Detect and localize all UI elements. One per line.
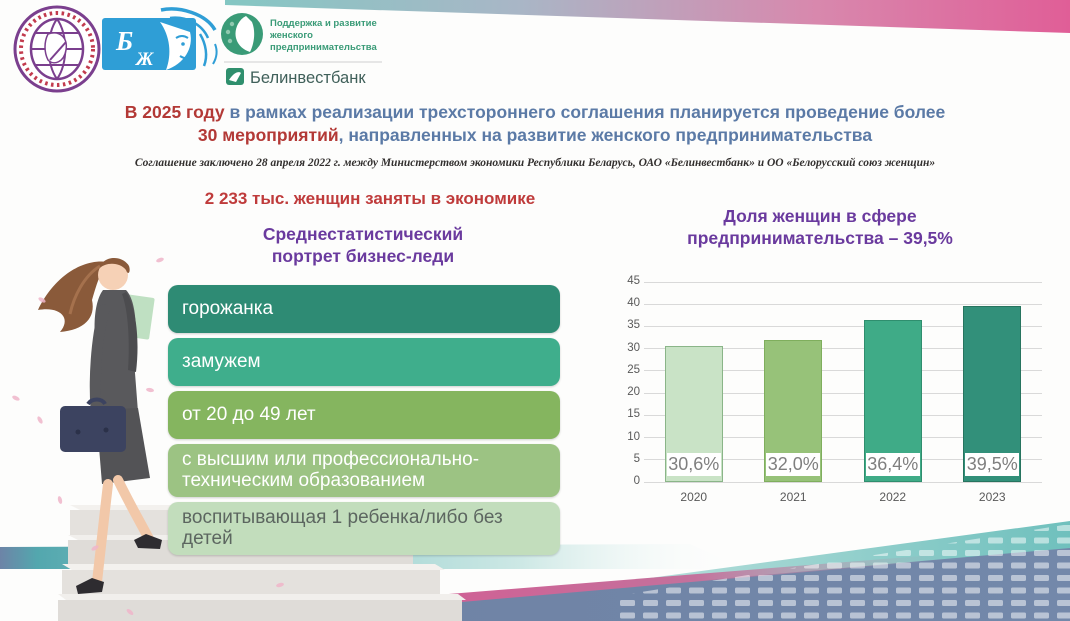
chart-bar-value-label: 36,4% — [865, 453, 920, 476]
share-of-women-bar-chart: 30,6% 32,0% 36,4% 39,5% 0 5 10 15 20 25 30 35 40 45 2… — [612, 275, 1046, 518]
title-text-1: в рамках реализации трехстороннего согла… — [224, 102, 946, 122]
title-highlight-1: В 2025 году — [124, 102, 225, 122]
bank-name: Белинвестбанк — [250, 69, 366, 87]
chart-bar-2023: 39,5% — [963, 306, 1022, 482]
y-axis-tick-label: 15 — [627, 408, 640, 421]
employment-stat-heading: 2 233 тыс. женщин заняты в экономике — [204, 189, 536, 208]
bottom-right-blue-wedge — [240, 548, 1070, 621]
agreement-subtitle: Соглашение заключено 28 апреля 2022 г. м… — [134, 157, 936, 169]
y-axis-tick-label: 25 — [627, 363, 640, 376]
chart-gridline — [644, 325, 1042, 327]
ministry-emblem-logo — [13, 5, 101, 93]
chart-plot-area: 30,6% 32,0% 36,4% 39,5% — [644, 281, 1042, 483]
slide-title: В 2025 году в рамках реализации трехстор… — [40, 101, 1030, 147]
woman-figure — [38, 257, 162, 594]
chart-gridline — [644, 348, 1042, 350]
chart-gridline — [644, 303, 1042, 305]
portrait-item: воспитывающая 1 ребенка/либо без детей — [168, 502, 560, 556]
bsj-logo: Б Ж — [102, 7, 218, 70]
y-axis-tick-label: 30 — [627, 341, 640, 354]
chart-bar-2020: 30,6% — [664, 346, 723, 482]
chart-gridline — [644, 437, 1042, 439]
chart-gridline — [644, 281, 1042, 283]
y-axis-tick-label: 5 — [633, 452, 640, 465]
bsj-letter-top: Б — [115, 26, 133, 56]
chart-bar-2021: 32,0% — [764, 339, 823, 482]
chart-gridline — [644, 370, 1042, 372]
x-axis-category-label: 2022 — [879, 490, 907, 504]
chart-bar-2022: 36,4% — [863, 320, 922, 482]
x-axis-category-label: 2020 — [680, 490, 708, 504]
y-axis-tick-label: 35 — [627, 319, 640, 332]
y-axis-tick-label: 45 — [627, 275, 640, 287]
x-axis-category-label: 2021 — [779, 490, 807, 504]
dash-pattern — [620, 525, 1070, 619]
chart-bar-value-label: 30,6% — [666, 453, 721, 476]
title-text-2: , направленных на развитие женского пред… — [338, 125, 873, 146]
bottom-right-teal-wedge — [620, 521, 1070, 589]
header-logos: Б Ж Поддержка и развитие женского предпр… — [13, 5, 382, 93]
program-text-line3: предпринимательства — [270, 42, 377, 53]
portrait-heading: Среднестатистический портрет бизнес-леди — [262, 224, 464, 266]
chart-bar-value-label: 32,0% — [766, 453, 821, 476]
belinvestbank-logo: Белинвестбанк — [226, 68, 366, 87]
program-text-line2: женского — [269, 30, 313, 41]
y-axis-tick-label: 0 — [633, 475, 640, 487]
portrait-item: от 20 до 49 лет — [168, 391, 560, 439]
chart-gridline — [644, 392, 1042, 394]
y-axis-tick-label: 20 — [627, 386, 640, 399]
portrait-item: с высшим или профессионально-техническим… — [168, 444, 560, 498]
y-axis-tick-label: 10 — [627, 430, 640, 443]
chart-gridline — [644, 459, 1042, 461]
chart-gridline — [644, 481, 1042, 483]
title-highlight-2: 30 мероприятий — [197, 125, 339, 146]
chart-gridline — [644, 414, 1042, 416]
bsj-letter-bottom: Ж — [134, 49, 154, 70]
chart-heading: Доля женщин в сфере предпринимательства … — [687, 206, 953, 248]
x-axis-category-label: 2023 — [978, 490, 1006, 504]
program-text-line1: Поддержка и развитие — [270, 18, 377, 29]
bottom-right-pink-stripe — [238, 544, 1070, 621]
portrait-item: замужем — [168, 338, 560, 386]
chart-bar-value-label: 39,5% — [965, 453, 1020, 476]
portrait-list: горожанка замужем от 20 до 49 лет с высшим … — [168, 285, 560, 556]
women-entrepreneurship-program-logo: Поддержка и развитие женского предприним… — [221, 13, 382, 87]
portrait-item: горожанка — [168, 285, 560, 333]
y-axis-tick-label: 40 — [627, 297, 640, 310]
